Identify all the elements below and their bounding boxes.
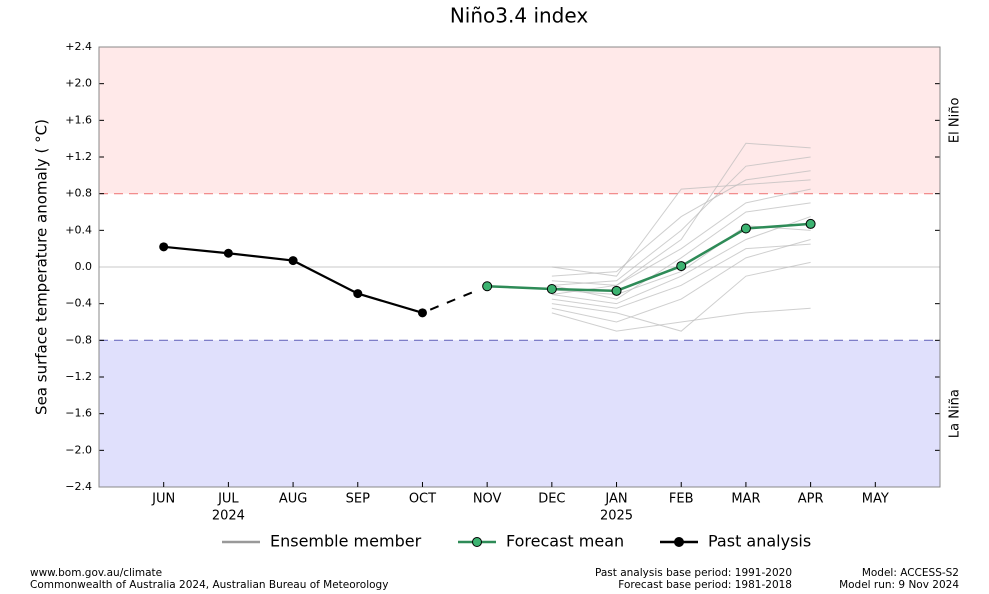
ensemble-line: [551, 156, 811, 286]
x-tick-label: AUG: [279, 492, 307, 507]
footer-text: Commonwealth of Australia 2024, Australi…: [30, 579, 388, 591]
link-line: [429, 288, 480, 311]
y-tick-label: −1.6: [65, 407, 92, 420]
ensemble-line: [551, 307, 811, 332]
past-point: [417, 308, 427, 318]
ensemble-line: [551, 142, 811, 295]
plot-frame: [98, 46, 941, 488]
x-tick-label: DEC: [538, 492, 565, 507]
ensemble-line: [551, 239, 811, 323]
x-tick-label: JUN: [151, 492, 175, 507]
legend-label: Forecast mean: [506, 532, 624, 551]
phase-band: [99, 47, 940, 194]
forecast-point: [611, 285, 622, 296]
y-tick-label: +2.0: [65, 77, 92, 90]
legend-item: Past analysis: [660, 532, 811, 551]
ensemble-line: [551, 216, 811, 305]
ensemble-line: [551, 188, 811, 286]
y-tick-label: 0.0: [75, 260, 93, 273]
forecast-point: [482, 281, 493, 292]
legend-label: Past analysis: [708, 532, 811, 551]
phase-band: [99, 340, 940, 487]
footer-text: Past analysis base period: 1991-2020: [595, 567, 792, 579]
y-tick-label: +0.4: [65, 223, 92, 236]
y-tick-label: −1.2: [65, 370, 92, 383]
past-point: [223, 248, 233, 258]
footer-text: Model: ACCESS-S2: [862, 567, 959, 579]
x-tick-label: JUL: [217, 492, 239, 507]
x-tick-label: APR: [798, 492, 824, 507]
y-tick-label: +1.6: [65, 113, 92, 126]
past-point: [159, 242, 169, 252]
forecast-line: [487, 222, 811, 293]
phase-label: El Niño: [948, 98, 963, 144]
footer-text: Forecast base period: 1981-2018: [618, 579, 792, 591]
y-tick-label: −0.8: [65, 333, 92, 346]
forecast-point: [676, 261, 687, 272]
y-tick-label: −0.4: [65, 297, 92, 310]
legend-label: Ensemble member: [270, 532, 422, 551]
x-tick-label: MAR: [731, 492, 760, 507]
footer-text: Model run: 9 Nov 2024: [839, 579, 959, 591]
x-tick-label: JAN: [604, 492, 627, 507]
ensemble-line: [551, 243, 811, 309]
x-tick-label: NOV: [473, 492, 502, 507]
y-tick-label: −2.4: [65, 480, 92, 493]
y-tick-label: +1.2: [65, 150, 92, 163]
chart-title: Niño3.4 index: [450, 4, 588, 28]
x-tick-label: MAY: [862, 492, 889, 507]
y-axis-label: Sea surface temperature anomaly ( °C): [33, 119, 51, 415]
legend-marker: [472, 537, 482, 547]
y-tick-label: +0.8: [65, 187, 92, 200]
x-tick-label: SEP: [346, 492, 370, 507]
x-tick-label: FEB: [669, 492, 694, 507]
legend-marker: [674, 537, 684, 547]
ensemble-line: [551, 261, 811, 332]
forecast-point: [740, 223, 751, 234]
ensemble-line: [551, 225, 811, 296]
past-point: [288, 256, 298, 266]
ensemble-line: [551, 202, 811, 300]
legend-item: Ensemble member: [222, 532, 422, 551]
forecast-point: [546, 284, 557, 294]
forecast-point: [805, 218, 816, 229]
past-point: [353, 289, 363, 299]
y-tick-label: −2.0: [65, 443, 92, 456]
x-year-label: 2024: [212, 509, 245, 524]
y-tick-label: +2.4: [65, 40, 92, 53]
x-tick-label: OCT: [409, 492, 436, 507]
phase-label: La Niña: [948, 389, 963, 438]
x-year-label: 2025: [600, 509, 633, 524]
legend-item: Forecast mean: [458, 532, 624, 551]
footer-text: www.bom.gov.au/climate: [30, 567, 162, 579]
ensemble-line: [551, 179, 811, 277]
